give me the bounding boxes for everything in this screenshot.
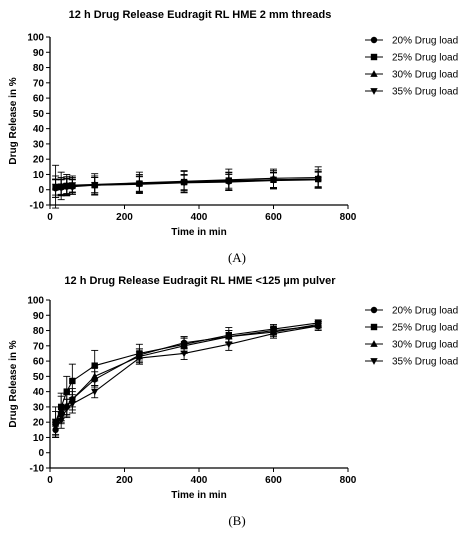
series-line <box>55 176 319 188</box>
y-tick-label: 100 <box>27 296 44 307</box>
data-point <box>57 406 65 413</box>
x-axis-label: Time in min <box>171 227 226 238</box>
y-tick-label: 30 <box>33 139 45 150</box>
y-tick-label: 90 <box>33 48 45 59</box>
y-tick-label: 70 <box>33 341 45 352</box>
y-tick-label: 50 <box>33 372 45 383</box>
legend-marker <box>370 53 378 61</box>
data-point <box>225 341 233 349</box>
y-tick-label: -10 <box>30 464 45 475</box>
data-point <box>63 388 70 395</box>
panel-label: (B) <box>228 513 245 528</box>
x-tick-label: 200 <box>116 212 133 223</box>
chart-panel-2: 12 h Drug Release Eudragit RL HME <125 µ… <box>8 275 458 528</box>
x-axis-label: Time in min <box>171 490 226 501</box>
y-tick-label: 0 <box>38 448 44 459</box>
data-point <box>135 355 144 362</box>
data-point <box>269 330 278 338</box>
series-4: 35% Drug load <box>51 87 458 198</box>
legend-label: 35% Drug load <box>392 87 458 98</box>
x-tick-label: 800 <box>340 475 357 486</box>
y-tick-label: 10 <box>33 433 45 444</box>
y-axis-label: Drug Release in % <box>8 77 19 164</box>
data-point <box>269 177 278 185</box>
y-tick-label: 30 <box>33 402 45 413</box>
y-tick-label: 40 <box>33 124 45 135</box>
y-tick-label: 40 <box>33 387 45 398</box>
legend-label: 30% Drug load <box>392 70 458 81</box>
y-tick-label: 90 <box>33 311 45 322</box>
data-point <box>91 372 99 380</box>
x-tick-label: 0 <box>47 212 53 223</box>
data-point <box>51 423 60 431</box>
chart-title: 12 h Drug Release Eudragit RL HME 2 mm t… <box>69 9 332 21</box>
x-tick-label: 400 <box>191 212 208 223</box>
data-point <box>68 182 77 189</box>
legend-label: 35% Drug load <box>392 357 458 368</box>
legend-marker <box>370 70 378 77</box>
legend-marker <box>370 340 378 347</box>
legend-marker <box>370 36 378 44</box>
legend-marker <box>370 358 378 365</box>
data-point <box>225 179 233 186</box>
series-line <box>55 179 319 188</box>
legend-label: 25% Drug load <box>392 323 458 334</box>
legend-marker <box>370 88 378 95</box>
series-line <box>55 325 319 431</box>
y-tick-label: 20 <box>33 418 45 429</box>
legend-label: 20% Drug load <box>392 36 458 47</box>
data-point <box>57 417 65 425</box>
x-tick-label: 200 <box>116 475 133 486</box>
data-point <box>51 183 60 191</box>
x-tick-label: 600 <box>265 475 282 486</box>
panel-label: (A) <box>228 250 246 265</box>
data-point <box>63 405 71 413</box>
y-tick-label: 60 <box>33 357 45 368</box>
y-tick-label: 60 <box>33 94 45 105</box>
data-point <box>91 388 99 396</box>
data-point <box>314 176 322 184</box>
data-point <box>63 183 71 190</box>
x-tick-label: 400 <box>191 475 208 486</box>
series-4: 35% Drug load <box>51 322 458 435</box>
data-point <box>68 400 77 408</box>
legend-marker <box>370 323 378 331</box>
chart-panel-1: 12 h Drug Release Eudragit RL HME 2 mm t… <box>8 9 458 265</box>
y-tick-label: 80 <box>33 326 45 337</box>
data-point <box>314 323 322 330</box>
data-point <box>180 179 188 187</box>
legend-label: 20% Drug load <box>392 306 458 317</box>
y-tick-label: 100 <box>27 33 44 44</box>
y-tick-label: 20 <box>33 155 45 166</box>
legend-label: 30% Drug load <box>392 340 458 351</box>
legend-marker <box>370 306 378 314</box>
x-tick-label: 0 <box>47 475 53 486</box>
legend-label: 25% Drug load <box>392 53 458 64</box>
y-tick-label: -10 <box>30 201 45 212</box>
x-tick-label: 600 <box>265 212 282 223</box>
y-axis-label: Drug Release in % <box>8 340 19 427</box>
y-tick-label: 70 <box>33 78 45 89</box>
data-point <box>91 182 99 189</box>
data-point <box>180 350 188 358</box>
y-tick-label: 50 <box>33 109 45 120</box>
series-2: 25% Drug load <box>52 319 458 438</box>
data-point <box>57 183 65 191</box>
data-point <box>69 377 76 385</box>
series-line <box>55 325 319 428</box>
x-tick-label: 800 <box>340 212 357 223</box>
data-point <box>135 181 144 189</box>
y-tick-label: 0 <box>38 185 44 196</box>
y-tick-label: 10 <box>33 170 45 181</box>
chart-title: 12 h Drug Release Eudragit RL HME <125 µ… <box>64 275 336 287</box>
y-tick-label: 80 <box>33 63 45 74</box>
data-point <box>91 362 98 369</box>
